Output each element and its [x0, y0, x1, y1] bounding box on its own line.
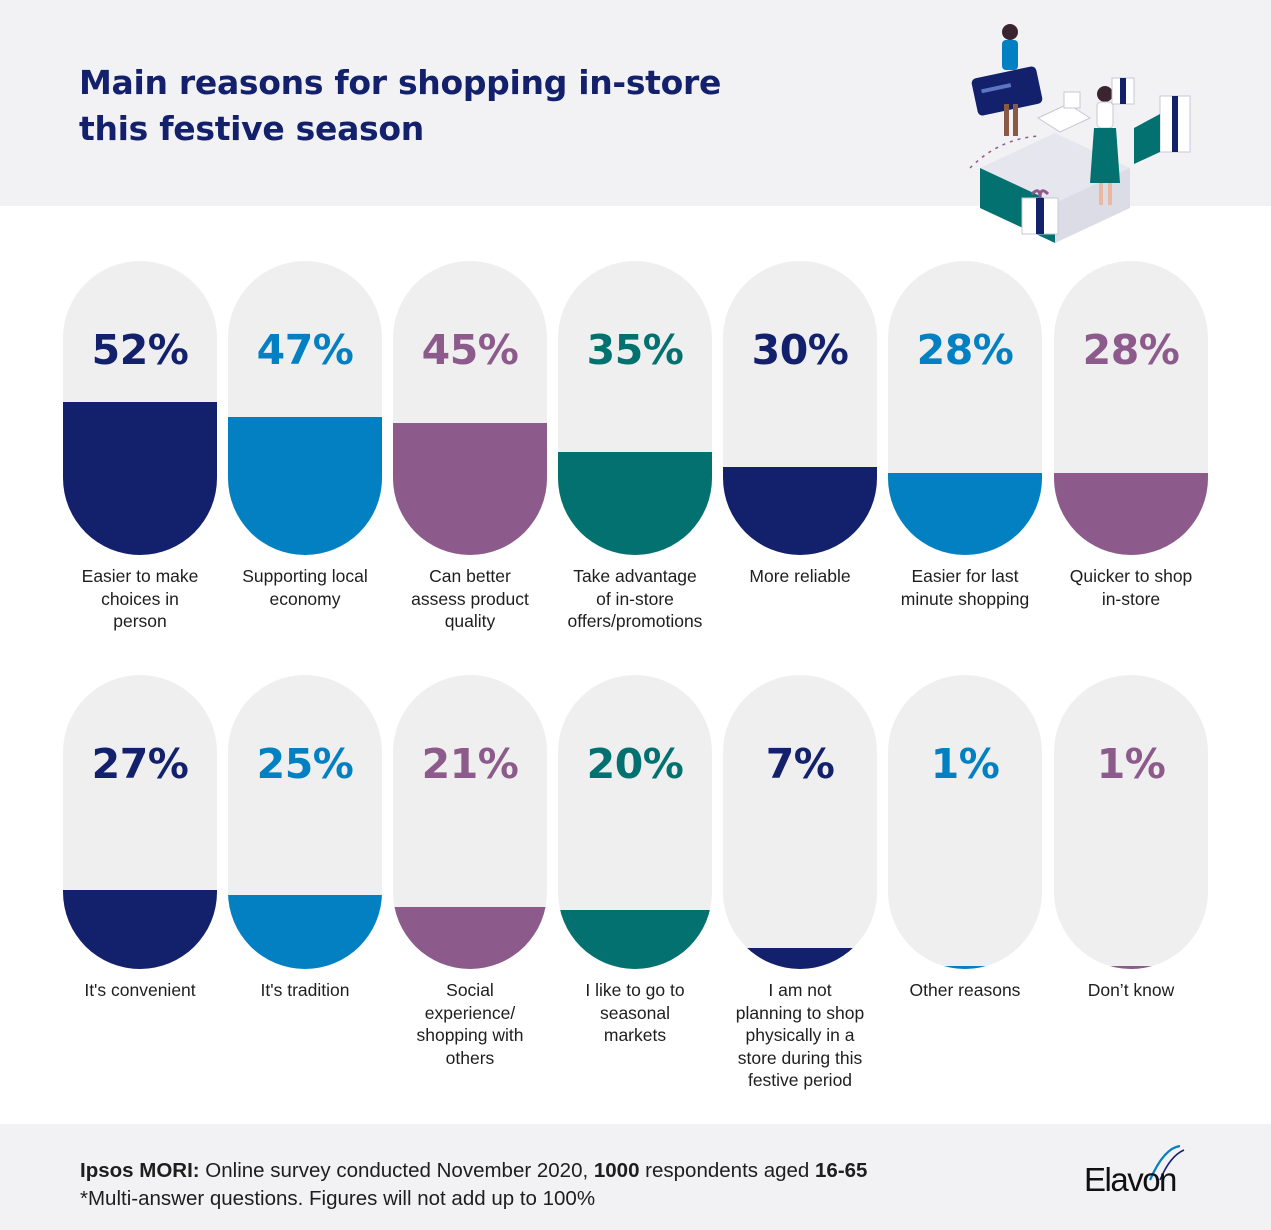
category-label: Easier for last minute shopping [900, 566, 1030, 609]
category-label: It's convenient [84, 980, 196, 1000]
page-title-line-2: this festive season [79, 109, 424, 148]
category-label: Easier to make choices in person [81, 566, 199, 631]
category-label: Don’t know [1087, 980, 1175, 1000]
bar-fill [1054, 966, 1208, 969]
data-label: 7% [765, 740, 835, 788]
category-label: It's tradition [260, 980, 350, 1000]
bar-track [558, 675, 712, 969]
category-label: More reliable [749, 566, 851, 586]
bar-group [63, 675, 217, 969]
data-label: 1% [930, 740, 1000, 788]
bar-fill [228, 417, 382, 555]
page-title: Main reasons for shopping in-store this … [79, 60, 721, 152]
data-label: 45% [421, 326, 519, 374]
multi-answer-note: *Multi-answer questions. Figures will no… [80, 1187, 596, 1210]
bar-fill [393, 907, 547, 969]
bar-fill [558, 452, 712, 555]
chart [63, 261, 1208, 969]
data-label: 25% [256, 740, 354, 788]
data-label: 21% [421, 740, 519, 788]
category-label: Social experience/shopping with others [416, 980, 524, 1068]
bar-track [393, 675, 547, 969]
bar-track [888, 675, 1042, 969]
elavon-logo-icon [1148, 1144, 1185, 1181]
category-label: Quicker to shop in-store [1069, 566, 1193, 609]
bar-group [1054, 675, 1208, 969]
category-label: Other reasons [909, 980, 1021, 1000]
shopping-illustration [969, 24, 1191, 243]
data-label: 28% [916, 326, 1014, 374]
bar-group [1054, 261, 1208, 555]
bar-fill [723, 948, 877, 969]
bar-group [393, 261, 547, 555]
category-label: Take advantage of in-store offers/promotio… [567, 566, 703, 631]
brand-name: Elavon [1084, 1161, 1177, 1198]
bar-track [723, 675, 877, 969]
survey-footnote: Ipsos MORI: Online survey conducted Nove… [80, 1157, 867, 1213]
category-label: Supporting local economy [242, 566, 368, 609]
bar-group [63, 261, 217, 555]
data-label: 52% [91, 326, 189, 374]
bar-group [558, 675, 712, 969]
data-label: 20% [586, 740, 684, 788]
bar-group [723, 675, 877, 969]
data-label: 47% [256, 326, 354, 374]
bar-fill [63, 402, 217, 555]
bar-fill [63, 890, 217, 969]
bar-fill [1054, 473, 1208, 555]
bar-group [228, 261, 382, 555]
data-label: 27% [91, 740, 189, 788]
bar-fill [888, 966, 1042, 969]
bar-group [393, 675, 547, 969]
bar-fill [228, 895, 382, 969]
source-text-2: respondents aged [639, 1159, 816, 1182]
data-label: 1% [1096, 740, 1166, 788]
bar-group [723, 261, 877, 555]
bar-group [888, 261, 1042, 555]
bar-fill [558, 910, 712, 969]
bar-fill [723, 467, 877, 555]
bar-group [558, 261, 712, 555]
category-label: I like to go to seasonal markets [585, 980, 685, 1045]
category-label: Can better assess product quality [411, 566, 529, 631]
data-label: 30% [751, 326, 849, 374]
respondent-count: 1000 [593, 1159, 640, 1182]
bar-track [1054, 675, 1208, 969]
bar-fill [888, 473, 1042, 555]
data-label: 28% [1082, 326, 1180, 374]
page-title-line-1: Main reasons for shopping in-store [79, 63, 722, 102]
bar-fill [393, 423, 547, 555]
bar-group [888, 675, 1042, 969]
data-label: 35% [586, 326, 684, 374]
source-label: Ipsos MORI: [80, 1159, 200, 1182]
age-range: 16-65 [815, 1159, 868, 1182]
bar-group [228, 675, 382, 969]
footer-band [0, 1124, 1271, 1230]
source-text-1: Online survey conducted November 2020, [199, 1159, 594, 1182]
